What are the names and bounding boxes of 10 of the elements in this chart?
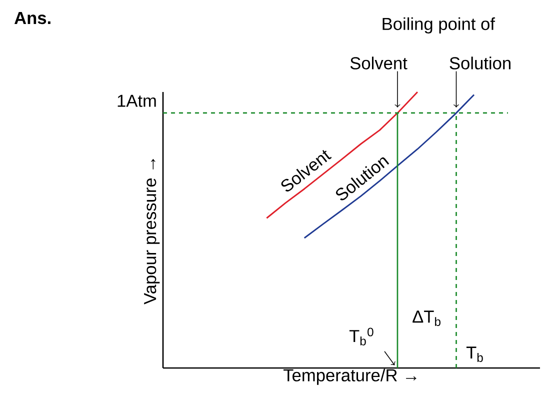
annotation: ΔT$_{b}$ <box>412 310 440 326</box>
annotation: T$_{b}$0 <box>349 328 374 346</box>
x-axis-title: Temperature/R → <box>284 368 416 385</box>
y-axis-title: Vapour pressure → <box>144 159 160 304</box>
text: Boiling point of <box>382 17 496 34</box>
chart-title: Ans. <box>14 12 50 24</box>
text: Solvent <box>350 56 408 70</box>
annotation: T$_{b}$ <box>466 346 483 362</box>
text: Solution <box>450 56 510 70</box>
ref-line-label: 1Atm <box>118 94 156 107</box>
